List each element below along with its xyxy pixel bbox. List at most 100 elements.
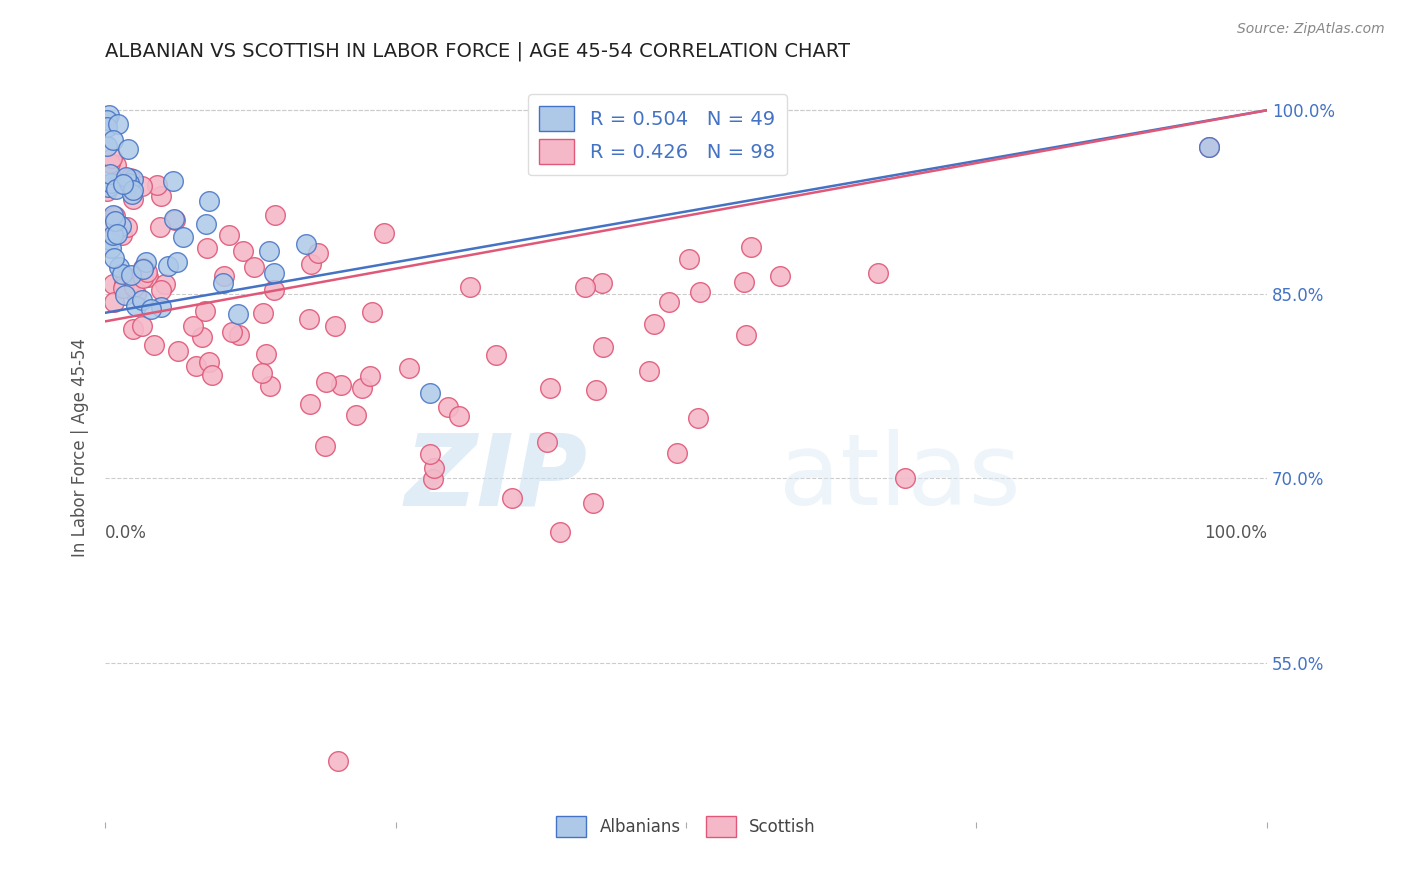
Point — [107, 176, 129, 190]
Point — [115, 270, 138, 285]
Legend: Albanians, Scottish: Albanians, Scottish — [550, 809, 823, 844]
Point — [1198, 140, 1220, 154]
Point — [150, 189, 173, 203]
Point — [437, 400, 460, 414]
Point — [447, 409, 470, 423]
Point — [167, 343, 190, 358]
Point — [592, 340, 614, 354]
Point — [352, 382, 374, 396]
Point — [582, 496, 605, 510]
Point — [299, 257, 322, 271]
Point — [242, 260, 264, 275]
Point — [232, 244, 254, 258]
Text: ALBANIAN VS SCOTTISH IN LABOR FORCE | AGE 45-54 CORRELATION CHART: ALBANIAN VS SCOTTISH IN LABOR FORCE | AG… — [105, 42, 851, 62]
Point — [112, 177, 135, 191]
Point — [221, 325, 243, 339]
Point — [191, 330, 214, 344]
Point — [120, 275, 142, 289]
Text: 0.0%: 0.0% — [105, 524, 148, 542]
Point — [259, 379, 281, 393]
Point — [866, 266, 889, 280]
Point — [103, 208, 125, 222]
Point — [198, 194, 221, 208]
Point — [1198, 140, 1220, 154]
Point — [733, 275, 755, 289]
Point — [100, 176, 122, 190]
Point — [146, 178, 169, 193]
Point — [252, 306, 274, 320]
Point — [195, 241, 218, 255]
Point — [122, 171, 145, 186]
Point — [263, 283, 285, 297]
Point — [122, 183, 145, 197]
Point — [139, 301, 162, 316]
Point — [132, 262, 155, 277]
Point — [111, 227, 134, 242]
Point — [211, 277, 233, 291]
Point — [163, 212, 186, 227]
Point — [100, 168, 122, 182]
Point — [323, 319, 346, 334]
Point — [315, 375, 337, 389]
Point — [98, 233, 121, 247]
Point — [157, 259, 180, 273]
Point — [295, 236, 318, 251]
Point — [326, 754, 349, 768]
Point — [131, 179, 153, 194]
Point — [122, 322, 145, 336]
Point — [149, 283, 172, 297]
Point — [136, 270, 159, 285]
Point — [98, 155, 121, 169]
Point — [299, 396, 322, 410]
Point — [105, 227, 128, 241]
Point — [122, 279, 145, 293]
Point — [263, 266, 285, 280]
Point — [264, 208, 287, 222]
Point — [118, 177, 141, 191]
Point — [96, 120, 118, 134]
Point — [198, 355, 221, 369]
Point — [548, 524, 571, 539]
Point — [122, 192, 145, 206]
Point — [212, 269, 235, 284]
Point — [150, 300, 173, 314]
Text: 100.0%: 100.0% — [1204, 524, 1267, 542]
Point — [735, 328, 758, 343]
Point — [103, 251, 125, 265]
Point — [101, 133, 124, 147]
Point — [100, 241, 122, 255]
Point — [373, 227, 395, 241]
Point — [228, 327, 250, 342]
Point — [485, 348, 508, 362]
Point — [688, 411, 710, 425]
Point — [103, 294, 125, 309]
Text: ZIP: ZIP — [405, 429, 588, 526]
Point — [894, 471, 917, 485]
Point — [538, 381, 561, 395]
Point — [536, 434, 558, 449]
Point — [419, 447, 441, 461]
Point — [101, 277, 124, 292]
Point — [104, 158, 127, 172]
Point — [591, 277, 613, 291]
Point — [98, 108, 121, 122]
Point — [120, 268, 142, 282]
Point — [105, 182, 128, 196]
Point — [201, 368, 224, 383]
Point — [131, 319, 153, 334]
Point — [423, 461, 446, 475]
Point — [125, 299, 148, 313]
Point — [181, 318, 204, 333]
Point — [574, 280, 596, 294]
Point — [96, 112, 118, 127]
Point — [422, 472, 444, 486]
Point — [297, 311, 319, 326]
Point — [257, 244, 280, 258]
Point — [104, 209, 127, 223]
Point — [96, 184, 118, 198]
Point — [155, 277, 177, 291]
Point — [149, 219, 172, 234]
Point — [125, 287, 148, 301]
Point — [329, 377, 352, 392]
Point — [132, 271, 155, 285]
